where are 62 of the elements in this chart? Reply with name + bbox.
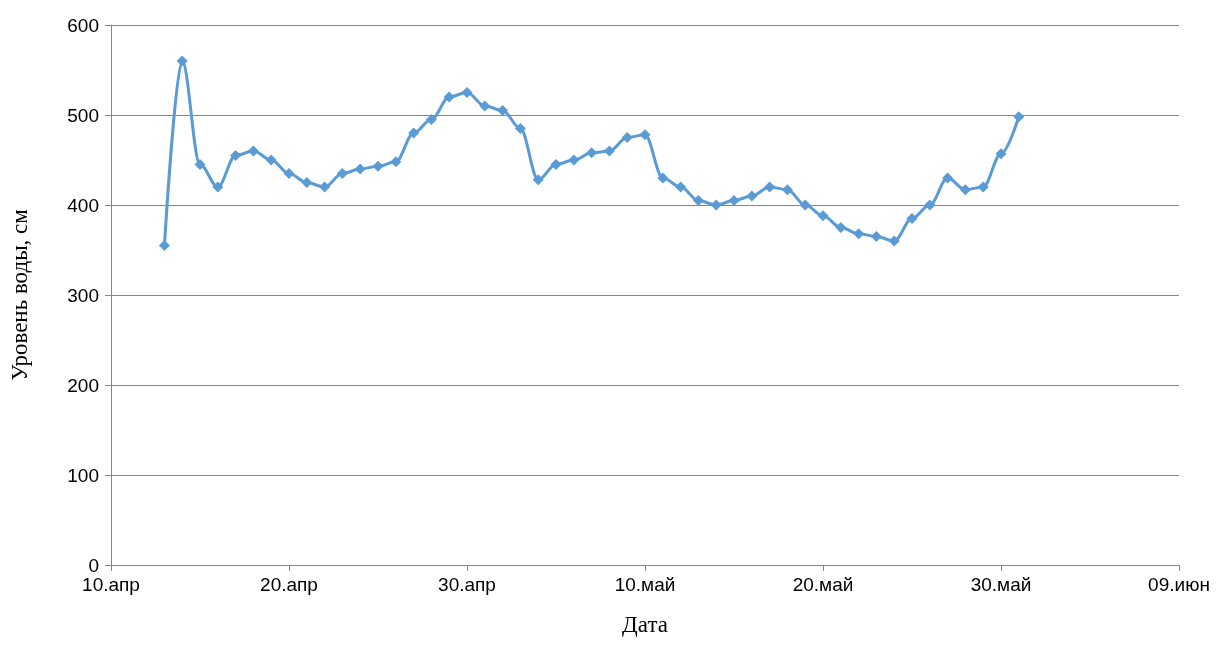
x-tick-label: 20.май <box>792 574 854 595</box>
point <box>497 105 509 116</box>
point <box>479 100 491 112</box>
point <box>906 213 918 224</box>
point <box>942 172 954 184</box>
point <box>977 181 989 193</box>
point <box>1013 111 1025 123</box>
x-tick-label: 10.май <box>614 574 676 595</box>
point <box>212 181 224 193</box>
point <box>158 240 170 251</box>
point <box>319 181 331 193</box>
point <box>372 160 384 172</box>
point <box>924 199 936 211</box>
point <box>265 154 277 166</box>
point <box>781 184 793 196</box>
x-tick-label: 09.июн <box>1148 574 1210 595</box>
point <box>532 174 544 186</box>
y-tick-label: 200 <box>67 374 99 396</box>
y-tick-label: 600 <box>67 14 99 36</box>
x-tick-label: 10.апр <box>82 574 140 595</box>
x-tick-label: 20.апр <box>260 574 318 595</box>
y-tick-label: 500 <box>67 104 99 126</box>
point <box>870 231 882 242</box>
x-axis-title: Дата <box>622 612 668 637</box>
point <box>746 190 758 202</box>
y-axis-title: Уровень воды, см <box>7 208 32 381</box>
point <box>301 177 313 188</box>
point <box>959 184 971 196</box>
x-tick-label: 30.апр <box>438 574 496 595</box>
point <box>692 195 704 206</box>
point <box>657 172 669 184</box>
point <box>443 91 455 103</box>
point <box>568 154 580 166</box>
point <box>461 87 473 98</box>
point <box>230 150 242 161</box>
point <box>639 129 651 141</box>
y-tick-label: 400 <box>67 194 99 216</box>
point <box>514 123 526 134</box>
y-tick-label: 0 <box>88 554 99 576</box>
point <box>853 228 865 240</box>
y-tick-label: 300 <box>67 284 99 306</box>
point <box>408 127 420 139</box>
point <box>283 168 295 179</box>
point <box>194 159 206 170</box>
point <box>835 222 847 233</box>
point <box>550 159 562 170</box>
point <box>710 199 722 211</box>
point <box>425 114 437 125</box>
y-tick-label: 100 <box>67 464 99 486</box>
x-tick-label: 30.май <box>970 574 1032 595</box>
point <box>354 163 366 175</box>
point <box>888 235 900 247</box>
point <box>176 55 188 67</box>
point <box>799 199 811 211</box>
point <box>621 132 633 143</box>
point <box>817 210 829 222</box>
point <box>390 156 402 168</box>
point <box>728 195 740 206</box>
point <box>336 168 348 179</box>
point <box>995 148 1007 160</box>
point <box>247 145 259 157</box>
point <box>675 181 687 193</box>
